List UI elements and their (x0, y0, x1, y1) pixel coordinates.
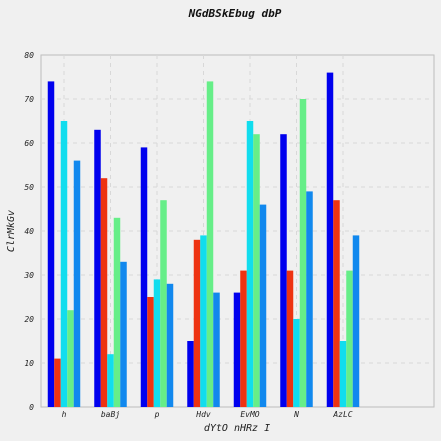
bar (253, 134, 260, 407)
y-tick-label: 50 (24, 183, 34, 192)
bar (160, 200, 167, 407)
x-tick-label: N (293, 410, 299, 419)
bar (140, 147, 148, 407)
x-tick-label: p (154, 410, 160, 419)
bar (187, 341, 194, 407)
y-tick-label: 20 (24, 315, 34, 324)
bar (246, 121, 254, 407)
y-axis-label: ClrMkGv (6, 210, 17, 252)
y-tick-label: 10 (24, 359, 34, 368)
bar (113, 217, 121, 407)
bar (47, 81, 55, 408)
bar (240, 270, 247, 407)
bar (120, 261, 127, 407)
bar (200, 235, 207, 407)
bar (100, 178, 108, 407)
bar (259, 204, 267, 407)
y-tick-label: 60 (24, 139, 34, 148)
y-axis-ticks: 0 10 20 30 40 50 60 70 80 (23, 51, 34, 412)
bar (352, 235, 360, 407)
bar (193, 239, 201, 407)
y-tick-label: 80 (24, 51, 34, 60)
bar (306, 191, 313, 407)
x-tick-label: h (62, 410, 67, 419)
bar (286, 270, 294, 407)
bar (280, 134, 287, 407)
y-tick-label: 0 (29, 403, 34, 412)
x-axis-label: dYtO nHRz I (204, 423, 270, 434)
bar (107, 354, 114, 407)
bar (293, 319, 300, 407)
bar (60, 121, 68, 407)
bars (47, 72, 360, 408)
bar (213, 292, 220, 407)
bar (333, 200, 340, 407)
bar (73, 160, 81, 407)
bar (206, 81, 214, 408)
bar (326, 72, 334, 407)
x-tick-label: AzLC (332, 410, 352, 419)
y-tick-label: 30 (23, 271, 34, 280)
chart-title: NGdBSkEbug dbP (188, 7, 282, 20)
bar (153, 279, 161, 407)
bar (94, 129, 101, 408)
bar (346, 270, 353, 407)
bar (233, 292, 241, 407)
bar (299, 99, 307, 407)
bar (147, 297, 154, 407)
bar (166, 283, 174, 407)
y-tick-label: 70 (24, 95, 34, 104)
x-tick-label: Hdv (195, 410, 211, 419)
x-axis-ticks: h baBj p Hdv EvMO N AzLC (62, 410, 353, 419)
bar (339, 341, 347, 407)
bar (67, 310, 74, 407)
y-tick-label: 40 (24, 227, 34, 236)
bar (54, 358, 61, 407)
x-tick-label: EvMO (240, 410, 259, 419)
x-tick-label: baBj (101, 410, 120, 419)
